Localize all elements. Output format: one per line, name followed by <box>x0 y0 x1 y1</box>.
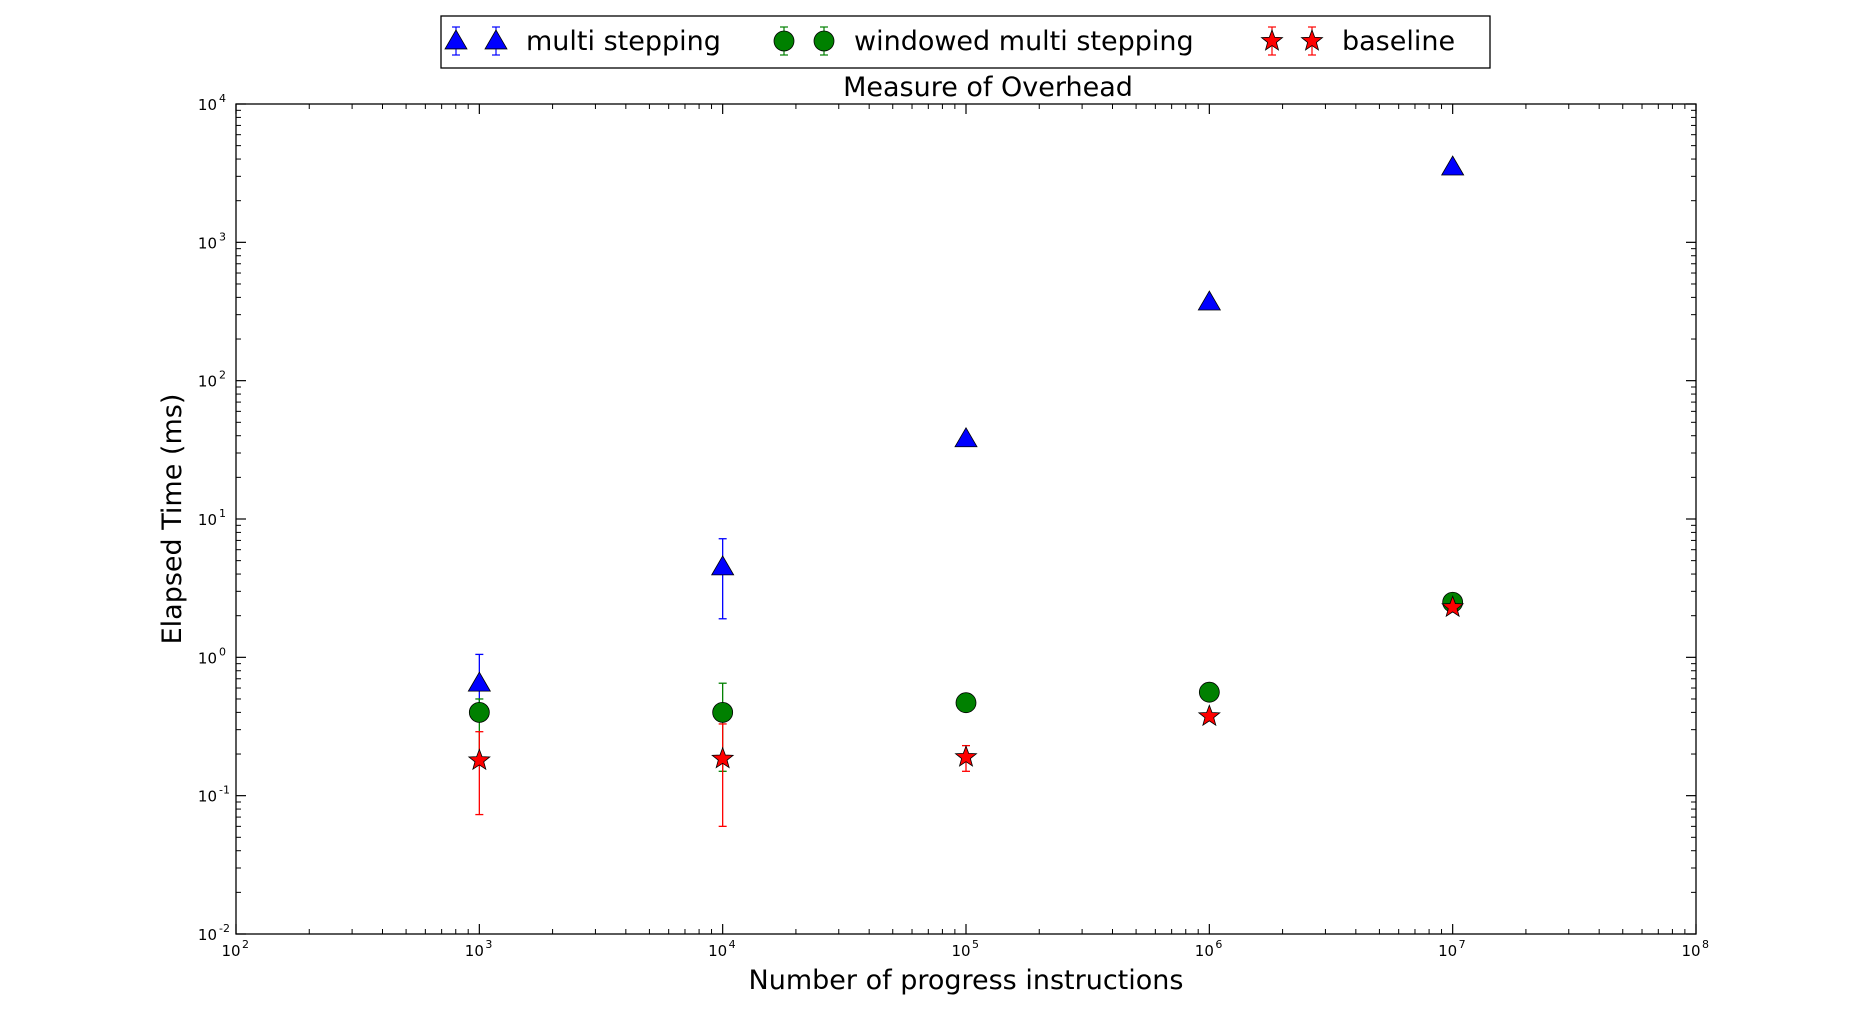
x-tick-label: 10 <box>1681 942 1700 960</box>
data-point-star <box>954 744 978 767</box>
y-tick-label: 10 <box>198 96 217 114</box>
legend-label: multi stepping <box>526 26 721 57</box>
legend-label: baseline <box>1342 26 1455 57</box>
data-point-star <box>1197 704 1221 727</box>
data-point-circle <box>1198 681 1220 703</box>
y-tick-exponent: 1 <box>219 507 226 520</box>
y-tick-label: 10 <box>198 788 217 806</box>
y-tick-label: 10 <box>198 234 217 252</box>
x-tick-label: 10 <box>221 942 240 960</box>
data-point-triangle <box>467 671 492 692</box>
x-axis-label: Number of progress instructions <box>749 965 1184 996</box>
series-multi-stepping <box>467 155 1465 722</box>
y-tick-exponent: 4 <box>219 92 226 105</box>
y-tick-label: 10 <box>198 649 217 667</box>
x-tick-label: 10 <box>951 942 970 960</box>
y-tick-exponent: -1 <box>219 784 230 797</box>
data-point-circle <box>712 701 734 723</box>
y-axis-label: Elapsed Time (ms) <box>157 394 188 645</box>
x-tick-label: 10 <box>708 942 727 960</box>
x-tick-exponent: 7 <box>1459 938 1466 951</box>
data-point-triangle <box>1440 155 1465 176</box>
y-tick-label: 10 <box>198 926 217 944</box>
data-point-triangle <box>954 427 978 448</box>
data-point-triangle <box>710 555 735 576</box>
chart-title: Measure of Overhead <box>843 72 1133 103</box>
y-tick-exponent: 2 <box>219 369 226 382</box>
legend-label: windowed multi stepping <box>854 26 1194 57</box>
legend-marker-triangle <box>444 29 468 50</box>
x-tick-exponent: 3 <box>485 938 492 951</box>
y-tick-exponent: -2 <box>219 922 230 935</box>
data-point-circle <box>468 701 490 723</box>
legend-marker-star <box>1300 28 1324 51</box>
x-axis-ticks: 10 2 10 3 10 4 10 5 10 6 10 7 10 8 <box>221 104 1709 960</box>
x-tick-label: 10 <box>465 942 484 960</box>
series-windowed-multi-stepping <box>468 591 1464 772</box>
legend-entry: multi stepping <box>444 26 721 57</box>
x-tick-exponent: 8 <box>1702 938 1709 951</box>
x-tick-label: 10 <box>1195 942 1214 960</box>
legend-marker-triangle <box>484 29 508 50</box>
legend-marker-circle <box>813 30 835 52</box>
y-tick-exponent: 3 <box>219 230 226 243</box>
y-tick-label: 10 <box>198 373 217 391</box>
x-tick-exponent: 6 <box>1215 938 1222 951</box>
y-tick-exponent: 0 <box>219 645 226 658</box>
series-baseline <box>467 595 1465 828</box>
plot-frame <box>235 103 1697 935</box>
data-point-triangle <box>1197 290 1222 311</box>
legend-entry: baseline <box>1260 26 1455 57</box>
data-point-star <box>467 748 491 771</box>
x-tick-exponent: 2 <box>242 938 249 951</box>
legend-marker-circle <box>773 30 795 52</box>
legend-marker-star <box>1260 28 1284 51</box>
legend: multi stepping windowed multi stepping bas… <box>440 15 1491 69</box>
x-tick-label: 10 <box>1438 942 1457 960</box>
x-tick-exponent: 5 <box>972 938 979 951</box>
data-point-circle <box>955 692 977 714</box>
series-layer <box>467 155 1465 828</box>
legend-entry: windowed multi stepping <box>773 26 1194 57</box>
y-tick-label: 10 <box>198 511 217 529</box>
x-tick-exponent: 4 <box>729 938 736 951</box>
data-point-star <box>711 746 735 769</box>
data-point-star <box>1441 595 1465 618</box>
